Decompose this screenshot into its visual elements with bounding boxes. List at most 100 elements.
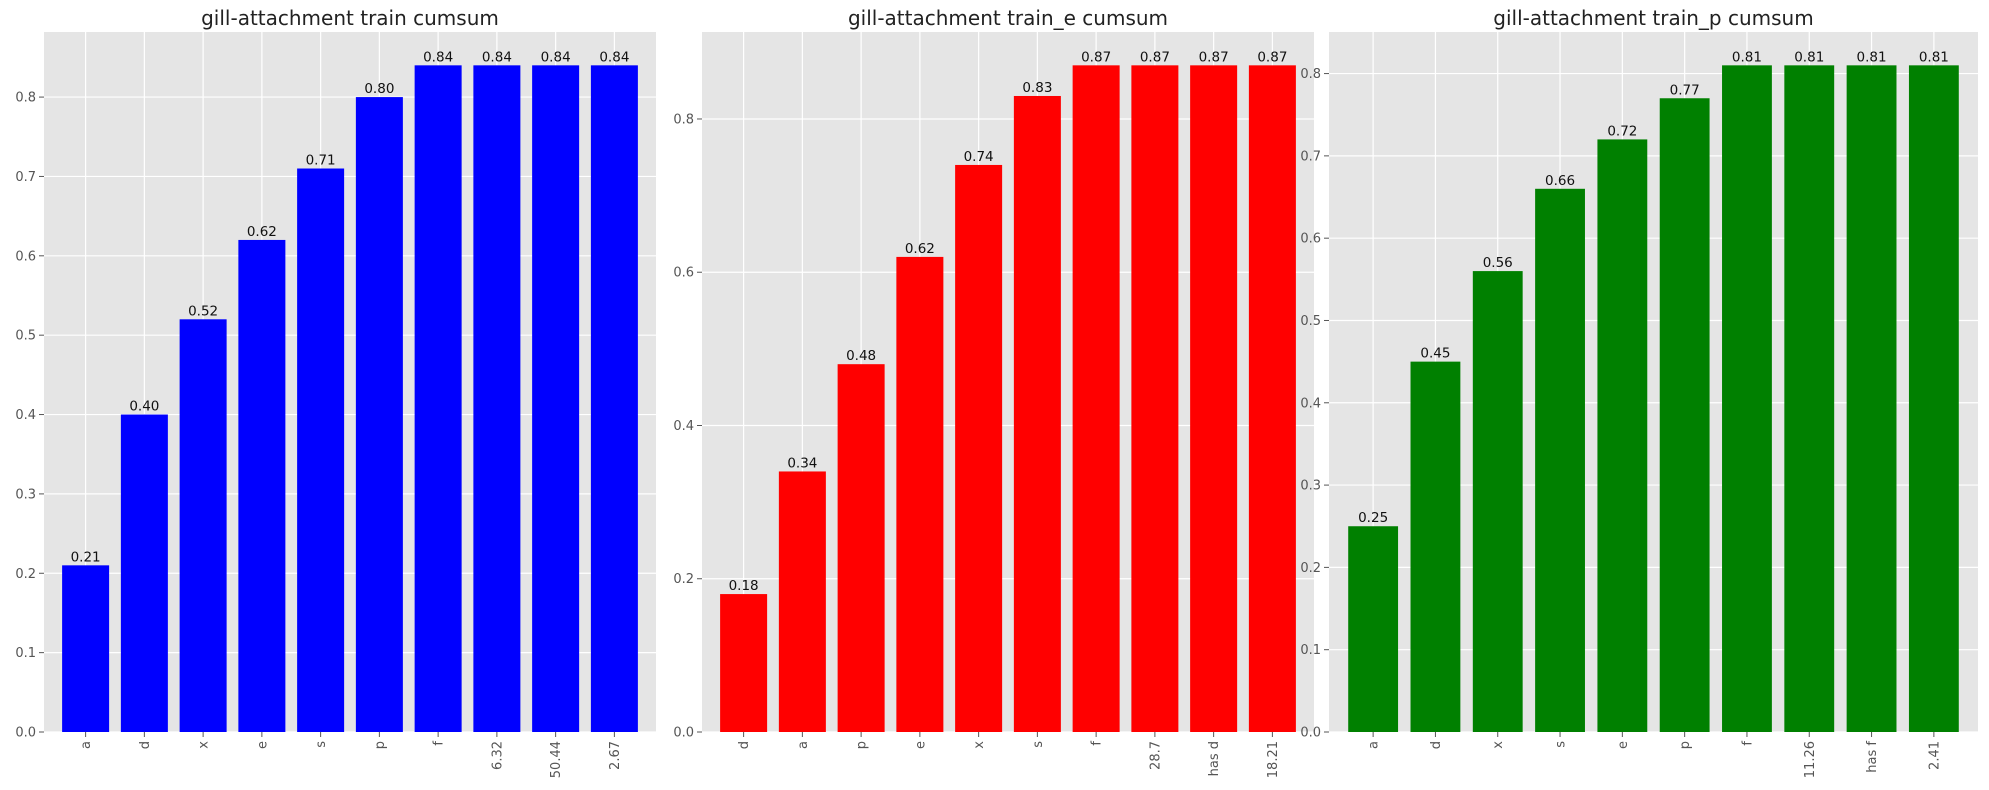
data-label-10: 0.87 xyxy=(1257,49,1287,65)
data-label-9: 0.84 xyxy=(541,49,571,65)
y-tick-label: 0.2 xyxy=(15,567,36,582)
bar-4 xyxy=(238,239,286,732)
y-tick-label: 0.3 xyxy=(15,487,36,502)
x-tick-label: a xyxy=(1367,741,1382,749)
bar-1 xyxy=(1348,526,1399,732)
bar-8 xyxy=(1784,65,1835,733)
bar-10 xyxy=(590,65,638,733)
bar-10 xyxy=(1908,65,1959,733)
bar-8 xyxy=(473,65,521,733)
chart-title: gill-attachment train_e cumsum xyxy=(848,6,1168,30)
bar-2 xyxy=(778,471,826,732)
data-label-4: 0.66 xyxy=(1545,173,1575,189)
data-label-3: 0.56 xyxy=(1483,255,1513,271)
data-label-1: 0.21 xyxy=(71,549,101,565)
data-label-6: 0.77 xyxy=(1670,82,1700,98)
y-tick-label: 0.4 xyxy=(1300,396,1321,411)
data-label-2: 0.34 xyxy=(787,455,817,471)
x-tick-label: has d xyxy=(1207,741,1222,776)
x-tick-label: a xyxy=(79,741,94,749)
data-label-2: 0.45 xyxy=(1420,346,1450,362)
chart-panel-3: 0.250.450.560.660.720.770.81 0.81 0.81 0.81… xyxy=(1300,6,1978,778)
x-tick-label: x xyxy=(1491,741,1506,749)
x-tick-label: e xyxy=(255,741,270,749)
x-tick-label: e xyxy=(1616,741,1631,749)
x-tick-label: p xyxy=(373,741,388,749)
x-tick-label: 2.67 xyxy=(608,741,623,770)
y-tick-label: 0.1 xyxy=(15,646,36,661)
data-label-1: 0.18 xyxy=(729,578,759,594)
chart-panel-1: 0.21 0.40 0.52 0.62 0.71 0.80 0.84 0.84 0.84 0.84… xyxy=(15,6,656,778)
data-label-3: 0.52 xyxy=(188,303,218,319)
bar-2 xyxy=(1410,361,1461,732)
chart-title: gill-attachment train_p cumsum xyxy=(1493,6,1813,30)
data-label-7: 0.84 xyxy=(423,49,453,65)
bar-4 xyxy=(1535,188,1585,732)
data-label-4: 0.62 xyxy=(247,224,277,240)
data-label-8: 0.81 xyxy=(1794,49,1824,65)
data-label-6: 0.80 xyxy=(364,81,394,97)
x-tick-label: 6.32 xyxy=(490,741,505,770)
bar-6 xyxy=(1659,98,1710,733)
data-label-7: 0.81 xyxy=(1732,49,1762,65)
y-tick-label: 0.6 xyxy=(1300,232,1321,247)
y-tick-label: 0.2 xyxy=(673,572,694,587)
y-tick-label: 0.8 xyxy=(15,91,36,106)
bar-9 xyxy=(1846,65,1897,733)
x-tick-label: 28.7 xyxy=(1148,741,1163,770)
data-label-9: 0.81 xyxy=(1857,49,1887,65)
x-tick-label: s xyxy=(1031,741,1046,748)
bar-6 xyxy=(355,97,403,733)
y-tick-label: 0.4 xyxy=(15,408,36,423)
x-tick-label: d xyxy=(1429,741,1444,749)
bar-9 xyxy=(1190,65,1238,733)
x-tick-label: 11.26 xyxy=(1803,741,1818,778)
bar-3 xyxy=(837,364,885,732)
x-tick-label: p xyxy=(1678,741,1693,749)
chart-panel-2: 0.18 0.34 0.48 0.62 0.74 0.83 0.87 0.87 0.87 0.87… xyxy=(673,6,1314,778)
bar-9 xyxy=(532,65,580,733)
bar-5 xyxy=(297,168,345,732)
bar-5 xyxy=(955,164,1003,732)
y-tick-label: 0.6 xyxy=(15,249,36,264)
data-label-6: 0.83 xyxy=(1022,80,1052,96)
y-tick-label: 0.7 xyxy=(1300,149,1321,164)
data-label-1: 0.25 xyxy=(1358,510,1388,526)
data-label-8: 0.84 xyxy=(482,49,512,65)
data-label-2: 0.40 xyxy=(129,399,159,415)
data-label-10: 0.81 xyxy=(1919,49,1949,65)
data-label-5: 0.74 xyxy=(964,149,994,165)
y-tick-label: 0.8 xyxy=(1300,67,1321,82)
x-tick-label: 18.21 xyxy=(1266,741,1281,778)
x-tick-label: p xyxy=(855,741,870,749)
y-tick-label: 0.7 xyxy=(15,170,36,185)
x-tick-label: d xyxy=(138,741,153,749)
chart-title: gill-attachment train cumsum xyxy=(201,6,499,30)
data-label-4: 0.62 xyxy=(905,241,935,257)
x-tick-label: e xyxy=(913,741,928,749)
bar-1 xyxy=(720,594,768,732)
y-tick-label: 0.0 xyxy=(1300,726,1321,741)
bar-2 xyxy=(120,414,168,732)
bar-3 xyxy=(179,319,227,732)
y-tick-label: 0.5 xyxy=(15,329,36,344)
data-label-9: 0.87 xyxy=(1199,49,1229,65)
x-tick-label: f xyxy=(1090,741,1105,746)
data-label-8: 0.87 xyxy=(1140,49,1170,65)
bar-7 xyxy=(1072,65,1120,733)
bar-3 xyxy=(1472,271,1523,732)
y-tick-label: 0.3 xyxy=(1300,479,1321,494)
y-tick-label: 0.6 xyxy=(673,266,694,281)
y-tick-label: 0.5 xyxy=(1300,314,1321,329)
data-label-5: 0.71 xyxy=(306,153,336,169)
y-tick-label: 0.0 xyxy=(673,726,694,741)
x-tick-label: x xyxy=(197,741,212,749)
data-label-5: 0.72 xyxy=(1607,123,1637,139)
x-tick-label: s xyxy=(1554,741,1569,748)
x-tick-label: 2.41 xyxy=(1927,741,1942,770)
y-tick-label: 0.1 xyxy=(1300,643,1321,658)
bar-4 xyxy=(896,256,944,732)
data-label-7: 0.87 xyxy=(1081,49,1111,65)
x-tick-label: s xyxy=(314,741,329,748)
